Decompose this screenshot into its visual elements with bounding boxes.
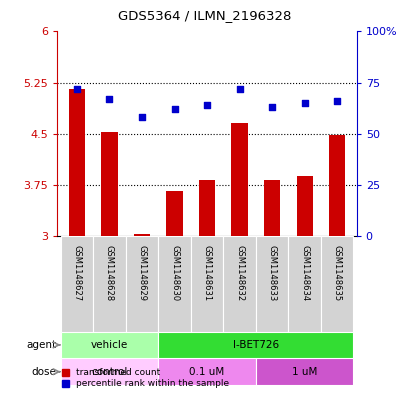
Bar — [158, 332, 353, 358]
Text: vehicle: vehicle — [91, 340, 128, 350]
Bar — [61, 358, 158, 385]
Bar — [158, 236, 190, 332]
Text: I-BET726: I-BET726 — [232, 340, 278, 350]
Point — [203, 102, 210, 108]
Point — [301, 100, 307, 106]
Text: GSM1148631: GSM1148631 — [202, 245, 211, 301]
Text: GSM1148630: GSM1148630 — [170, 245, 179, 301]
Text: GSM1148634: GSM1148634 — [299, 245, 308, 301]
Bar — [263, 180, 280, 236]
Point — [236, 86, 242, 92]
Bar — [69, 89, 85, 236]
Bar — [61, 236, 93, 332]
Bar — [296, 176, 312, 236]
Text: GSM1148628: GSM1148628 — [105, 245, 114, 301]
Text: agent: agent — [27, 340, 56, 350]
Point — [268, 104, 275, 110]
Text: 1 uM: 1 uM — [291, 367, 317, 377]
Bar — [158, 358, 255, 385]
Bar — [288, 236, 320, 332]
Bar — [61, 332, 158, 358]
Bar — [255, 358, 353, 385]
Text: GDS5364 / ILMN_2196328: GDS5364 / ILMN_2196328 — [118, 9, 291, 22]
Text: GSM1148629: GSM1148629 — [137, 245, 146, 301]
Point — [106, 96, 112, 102]
Bar — [166, 191, 182, 236]
Point — [138, 114, 145, 120]
Bar — [190, 236, 223, 332]
Text: control: control — [91, 367, 127, 377]
Bar — [133, 234, 150, 236]
Bar — [93, 236, 126, 332]
Point — [74, 86, 80, 92]
Bar — [198, 180, 215, 236]
Bar — [231, 123, 247, 236]
Bar — [328, 135, 344, 236]
Text: GSM1148627: GSM1148627 — [72, 245, 81, 301]
Bar — [126, 236, 158, 332]
Point — [171, 106, 178, 112]
Text: dose: dose — [32, 367, 56, 377]
Bar — [101, 132, 117, 236]
Bar — [255, 236, 288, 332]
Text: GSM1148635: GSM1148635 — [332, 245, 341, 301]
Text: 0.1 uM: 0.1 uM — [189, 367, 224, 377]
Legend: transformed count, percentile rank within the sample: transformed count, percentile rank withi… — [62, 368, 229, 389]
Text: GSM1148632: GSM1148632 — [234, 245, 243, 301]
Point — [333, 98, 339, 104]
Bar — [320, 236, 353, 332]
Text: GSM1148633: GSM1148633 — [267, 245, 276, 301]
Bar — [223, 236, 255, 332]
